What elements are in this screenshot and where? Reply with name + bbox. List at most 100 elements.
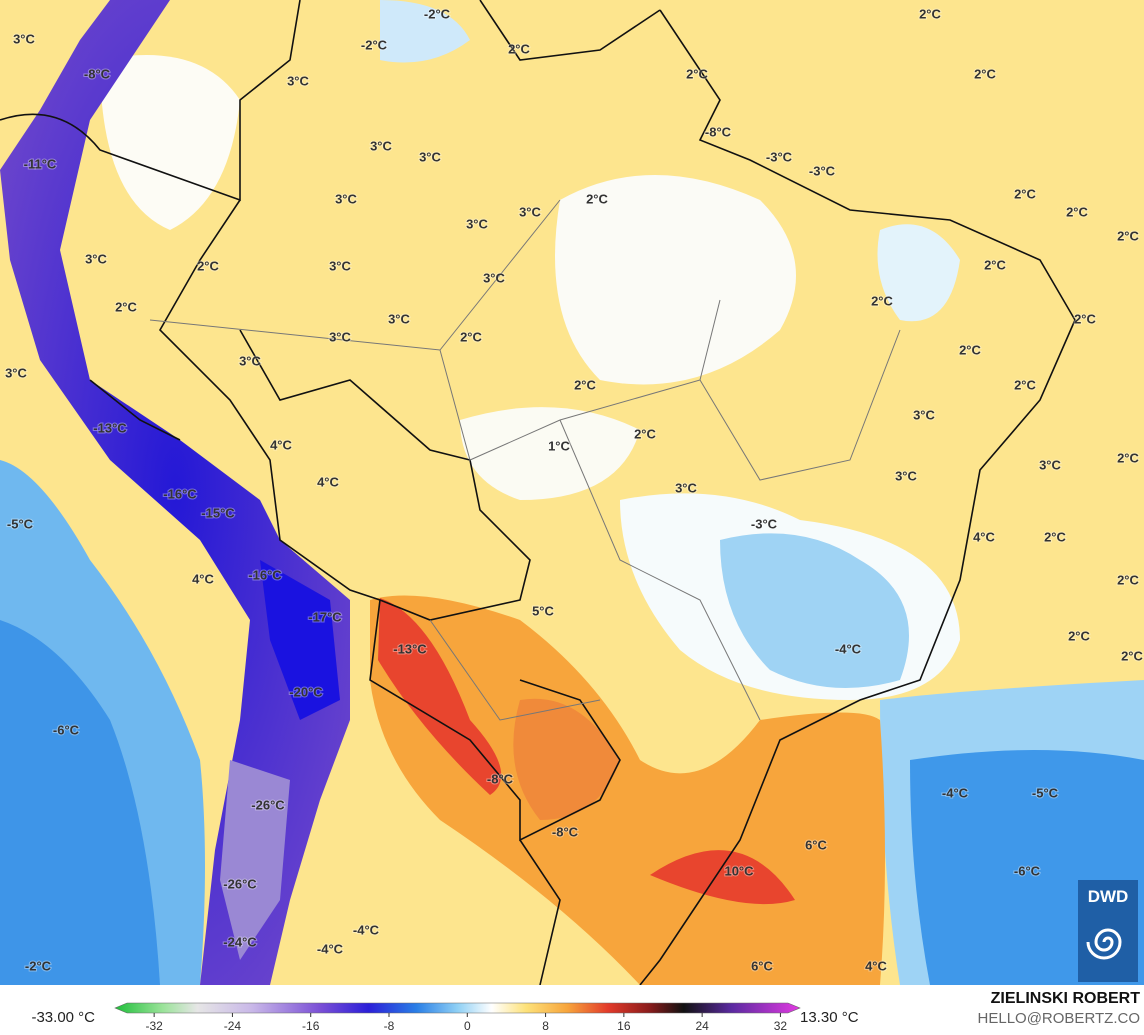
temperature-label: 3°C	[239, 353, 261, 368]
temperature-label: 3°C	[329, 258, 351, 273]
andes-peaks	[220, 760, 290, 960]
temperature-label: -4°C	[835, 641, 862, 656]
temperature-label: 3°C	[329, 329, 351, 344]
temperature-label: 4°C	[270, 437, 292, 452]
temperature-label: 3°C	[13, 31, 35, 46]
cool-patch	[555, 175, 796, 385]
temperature-label: 2°C	[686, 66, 708, 81]
temperature-label: -8°C	[552, 824, 579, 839]
temperature-label: -2°C	[361, 37, 388, 52]
contact: HELLO@ROBERTZ.CO	[978, 1010, 1140, 1027]
temperature-label: 3°C	[466, 216, 488, 231]
temperature-label: 6°C	[805, 837, 827, 852]
cold-patch	[720, 533, 909, 688]
temperature-label: -13°C	[93, 420, 127, 435]
temperature-label: 3°C	[675, 480, 697, 495]
temperature-label: 2°C	[959, 342, 981, 357]
temperature-label: 3°C	[483, 270, 505, 285]
temperature-label: 4°C	[973, 529, 995, 544]
colorbar-min-label: -33.00 °C	[31, 1009, 95, 1026]
temperature-label: -5°C	[1032, 785, 1059, 800]
temperature-label: -4°C	[942, 785, 969, 800]
hot-region	[650, 850, 795, 905]
temperature-label: -6°C	[53, 722, 80, 737]
colorbar-tick-label: -8	[384, 1019, 395, 1033]
temperature-label: 3°C	[419, 149, 441, 164]
temperature-label: 2°C	[460, 329, 482, 344]
temperature-label: -2°C	[424, 6, 451, 21]
temperature-label: 4°C	[192, 571, 214, 586]
colorbar-tick-label: -24	[224, 1019, 242, 1033]
temperature-label: -20°C	[289, 684, 323, 699]
temperature-label: 3°C	[388, 311, 410, 326]
temperature-label: 2°C	[115, 299, 137, 314]
colorbar-tick-label: 16	[617, 1019, 631, 1033]
colorbar-bar	[114, 1002, 801, 1014]
temperature-label: -5°C	[7, 516, 34, 531]
temperature-label: 2°C	[508, 41, 530, 56]
temperature-label: -16°C	[163, 486, 197, 501]
temperature-label: 3°C	[5, 365, 27, 380]
temperature-label: 2°C	[586, 191, 608, 206]
temperature-label: 2°C	[197, 258, 219, 273]
temperature-label: 10°C	[724, 863, 754, 878]
map	[0, 0, 1144, 986]
temperature-label: -2°C	[25, 958, 52, 973]
temperature-label: 2°C	[1068, 628, 1090, 643]
temperature-label: -13°C	[393, 641, 427, 656]
temperature-label: -8°C	[84, 66, 111, 81]
temperature-label: 2°C	[871, 293, 893, 308]
temperature-label: -3°C	[766, 149, 793, 164]
colorbar-tick-label: 24	[695, 1019, 709, 1033]
state-borders	[149, 199, 901, 721]
temperature-label: 2°C	[1117, 450, 1139, 465]
dwd-logo: DWD	[1078, 880, 1138, 982]
temperature-label: 1°C	[548, 438, 570, 453]
temperature-label: -17°C	[308, 609, 342, 624]
temperature-label: -3°C	[751, 516, 778, 531]
warm-region	[513, 698, 620, 820]
logo-text: DWD	[1088, 887, 1129, 906]
logo-spiral	[1086, 928, 1122, 960]
colorbar-max-label: 13.30 °C	[800, 1009, 859, 1026]
temperature-label: 3°C	[335, 191, 357, 206]
temperature-label: 4°C	[317, 474, 339, 489]
cool-patch	[380, 0, 470, 63]
temperature-label: 2°C	[1014, 377, 1036, 392]
temperature-label: 3°C	[519, 204, 541, 219]
temperature-label: -4°C	[317, 941, 344, 956]
temperature-label: -15°C	[201, 505, 235, 520]
temperature-label: 2°C	[984, 257, 1006, 272]
temperature-label: 2°C	[1117, 572, 1139, 587]
temperature-label: 3°C	[1039, 457, 1061, 472]
temperature-label: 3°C	[370, 138, 392, 153]
andes-cold	[0, 0, 350, 985]
temperature-label: 2°C	[1117, 228, 1139, 243]
temperature-label: 2°C	[1074, 311, 1096, 326]
temperature-label: -26°C	[251, 797, 285, 812]
colorbar-tick-label: 0	[464, 1019, 471, 1033]
temperature-label: -16°C	[248, 567, 282, 582]
andes-coldest	[260, 560, 340, 720]
colorbar-tick-label: -16	[302, 1019, 320, 1033]
temperature-label: 2°C	[634, 426, 656, 441]
ocean-colder	[0, 620, 160, 985]
temperature-label: 3°C	[287, 73, 309, 88]
temperature-label: 4°C	[865, 958, 887, 973]
temperature-label: -24°C	[223, 934, 257, 949]
cool-patch	[100, 55, 240, 230]
temperature-label: 2°C	[1066, 204, 1088, 219]
temperature-label: 2°C	[919, 6, 941, 21]
author: ZIELINSKI ROBERT	[991, 990, 1141, 1007]
temperature-label: -4°C	[353, 922, 380, 937]
temperature-label: -8°C	[487, 771, 514, 786]
temperature-label: -11°C	[24, 156, 57, 171]
temperature-label: -3°C	[809, 163, 836, 178]
colorbar-tick-label: 32	[774, 1019, 788, 1033]
hot-region	[378, 598, 502, 795]
temperature-label: 2°C	[1014, 186, 1036, 201]
temperature-label: 6°C	[751, 958, 773, 973]
temperature-label: 3°C	[895, 468, 917, 483]
temperature-label: -6°C	[1014, 863, 1041, 878]
